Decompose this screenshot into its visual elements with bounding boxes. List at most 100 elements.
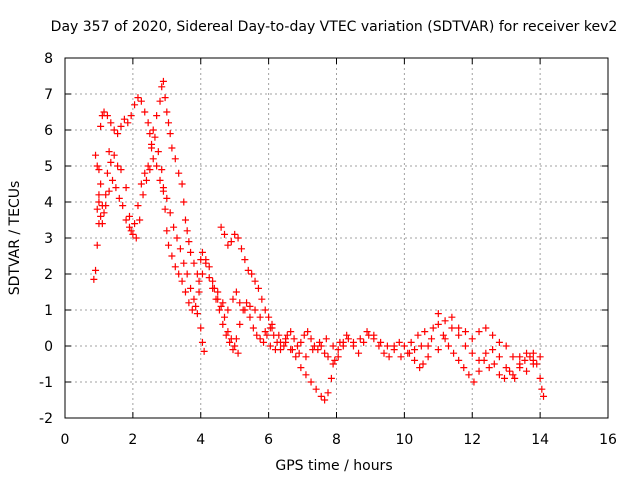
data-point xyxy=(475,367,483,375)
data-point xyxy=(197,324,205,332)
data-point xyxy=(181,216,189,224)
data-point xyxy=(485,364,493,372)
data-point xyxy=(114,130,122,138)
data-point xyxy=(302,353,310,361)
data-point xyxy=(523,367,531,375)
data-point xyxy=(232,288,240,296)
data-point xyxy=(97,180,105,188)
data-point xyxy=(132,234,140,242)
data-point xyxy=(502,364,510,372)
data-point xyxy=(417,342,425,350)
data-point xyxy=(460,364,468,372)
data-point xyxy=(231,230,239,238)
data-point xyxy=(302,371,310,379)
data-point xyxy=(92,151,100,159)
data-point xyxy=(153,112,161,120)
data-point xyxy=(526,353,534,361)
data-point xyxy=(295,349,303,357)
data-point xyxy=(122,216,130,224)
data-point xyxy=(146,166,154,174)
data-point xyxy=(122,184,130,192)
data-point xyxy=(500,374,508,382)
data-point xyxy=(114,162,122,170)
y-tick-label: 1 xyxy=(44,303,53,319)
data-point xyxy=(110,126,118,134)
data-point xyxy=(293,342,301,350)
data-point xyxy=(117,122,125,130)
data-point xyxy=(397,353,405,361)
data-point xyxy=(317,342,325,350)
data-point xyxy=(509,353,517,361)
data-point xyxy=(316,338,324,346)
data-point xyxy=(265,313,273,321)
data-point xyxy=(107,158,115,166)
data-point xyxy=(105,148,113,156)
data-point xyxy=(304,328,312,336)
data-point xyxy=(336,338,344,346)
data-point xyxy=(482,324,490,332)
y-tick-label: 7 xyxy=(44,87,53,103)
data-point xyxy=(297,364,305,372)
data-point xyxy=(231,342,239,350)
data-point xyxy=(188,306,196,314)
data-point xyxy=(197,256,205,264)
data-point xyxy=(165,119,173,127)
data-point xyxy=(149,126,157,134)
data-point xyxy=(137,97,145,105)
data-point xyxy=(165,241,173,249)
data-point xyxy=(282,338,290,346)
data-point xyxy=(227,238,235,246)
data-point xyxy=(404,349,412,357)
data-point xyxy=(327,374,335,382)
data-point xyxy=(540,392,548,400)
data-point xyxy=(411,346,419,354)
data-point xyxy=(489,346,497,354)
data-point xyxy=(205,263,213,271)
data-point xyxy=(178,180,186,188)
data-point xyxy=(400,342,408,350)
data-point xyxy=(385,353,393,361)
data-point xyxy=(221,230,229,238)
data-point xyxy=(448,313,456,321)
y-tick-label: 5 xyxy=(44,159,53,175)
data-point xyxy=(441,317,449,325)
data-point xyxy=(244,266,252,274)
data-point xyxy=(312,385,320,393)
data-point xyxy=(168,252,176,260)
data-point xyxy=(307,335,315,343)
data-point xyxy=(390,346,398,354)
data-point xyxy=(538,385,546,393)
data-point xyxy=(142,176,150,184)
data-point xyxy=(158,83,166,91)
data-point xyxy=(529,349,537,357)
data-point xyxy=(407,338,415,346)
data-point xyxy=(237,245,245,253)
chart-title: Day 357 of 2020, Sidereal Day-to-day VTE… xyxy=(51,19,618,35)
data-point xyxy=(176,245,184,253)
data-point xyxy=(263,331,271,339)
data-point xyxy=(221,313,229,321)
y-tick-label: 2 xyxy=(44,267,53,283)
data-point xyxy=(273,338,281,346)
data-point xyxy=(310,342,318,350)
data-point xyxy=(124,119,132,127)
data-point xyxy=(115,194,123,202)
data-point xyxy=(146,130,154,138)
x-tick-label: 4 xyxy=(196,432,205,448)
data-point xyxy=(329,342,337,350)
x-tick-label: 2 xyxy=(128,432,137,448)
x-tick-label: 6 xyxy=(264,432,273,448)
data-point xyxy=(110,151,118,159)
data-point xyxy=(329,360,337,368)
data-point xyxy=(349,338,357,346)
data-point xyxy=(502,342,510,350)
data-point xyxy=(125,212,133,220)
data-point xyxy=(241,256,249,264)
data-point xyxy=(175,169,183,177)
data-point xyxy=(215,306,223,314)
data-point xyxy=(428,335,436,343)
data-point xyxy=(251,277,259,285)
data-point xyxy=(192,302,200,310)
data-point xyxy=(136,216,144,224)
